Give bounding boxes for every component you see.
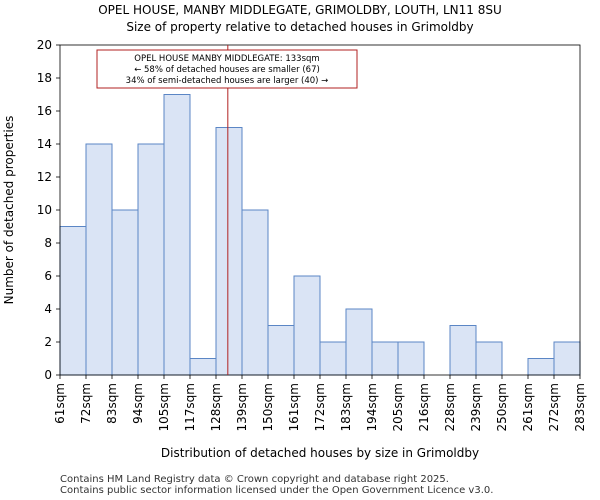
x-tick-label: 83sqm (105, 383, 119, 424)
bar-group (59, 94, 581, 376)
bar-128sqm (215, 127, 243, 376)
annotation-line-2: ← 58% of detached houses are smaller (67… (134, 65, 320, 75)
y-tick-label: 4 (44, 302, 52, 316)
y-tick-label: 2 (44, 335, 52, 349)
bar-150sqm (267, 325, 295, 376)
x-axis-ticks: 61sqm 72sqm 83sqm 94sqm 105sqm 117sqm 128sqm 13… (53, 375, 587, 431)
x-tick-label: 194sqm (365, 383, 379, 431)
x-tick-label: 105sqm (157, 383, 171, 431)
bar-139sqm (241, 209, 269, 376)
x-tick-label: 139sqm (235, 383, 249, 431)
bar-94sqm (137, 143, 165, 376)
bar-183sqm (345, 308, 373, 376)
x-tick-label: 150sqm (261, 383, 275, 431)
bar-261sqm (527, 358, 555, 376)
x-tick-label: 239sqm (469, 383, 483, 431)
bar-228sqm (449, 325, 477, 376)
x-tick-label: 205sqm (391, 383, 405, 431)
footer-line-2: Contains public sector information licen… (60, 485, 494, 496)
x-axis-label: Distribution of detached houses by size … (161, 446, 479, 460)
x-tick-label: 94sqm (131, 383, 145, 424)
x-tick-label: 128sqm (209, 383, 223, 431)
bar-117sqm (189, 358, 217, 376)
y-tick-label: 12 (37, 170, 52, 184)
annotation-box: OPEL HOUSE MANBY MIDDLEGATE: 133sqm ← 58… (96, 49, 358, 89)
y-tick-label: 8 (44, 236, 52, 250)
x-tick-label: 72sqm (79, 383, 93, 424)
x-tick-label: 161sqm (287, 383, 301, 431)
x-tick-label: 61sqm (53, 383, 67, 424)
x-tick-label: 172sqm (313, 383, 327, 431)
bar-205sqm (397, 341, 425, 376)
y-tick-label: 14 (37, 137, 52, 151)
annotation-line-1: OPEL HOUSE MANBY MIDDLEGATE: 133sqm (134, 54, 319, 64)
plot-frame (59, 44, 581, 376)
x-tick-label: 216sqm (417, 383, 431, 431)
y-tick-label: 16 (37, 104, 52, 118)
bar-72sqm (85, 143, 113, 376)
x-tick-label: 117sqm (183, 383, 197, 431)
y-tick-label: 18 (37, 71, 52, 85)
y-tick-label: 10 (37, 203, 52, 217)
y-tick-label: 20 (37, 38, 52, 52)
bar-161sqm (293, 275, 321, 376)
x-tick-label: 283sqm (573, 383, 587, 431)
x-tick-label: 228sqm (443, 383, 457, 431)
bar-105sqm (163, 94, 191, 376)
y-axis-label: Number of detached properties (2, 116, 16, 305)
bar-83sqm (111, 209, 139, 376)
x-tick-label: 272sqm (547, 383, 561, 431)
bar-194sqm (371, 341, 399, 376)
y-tick-label: 0 (44, 368, 52, 382)
x-tick-label: 250sqm (495, 383, 509, 431)
footer-line-1: Contains HM Land Registry data © Crown c… (60, 474, 449, 485)
annotation-line-3: 34% of semi-detached houses are larger (… (126, 76, 329, 86)
annotation-frame (96, 49, 358, 89)
x-tick-label: 183sqm (339, 383, 353, 431)
bar-272sqm (553, 341, 581, 376)
bar-239sqm (475, 341, 503, 376)
bar-172sqm (319, 341, 347, 376)
chart-subtitle: Size of property relative to detached ho… (126, 20, 473, 34)
x-tick-label: 261sqm (521, 383, 535, 431)
chart-title: OPEL HOUSE, MANBY MIDDLEGATE, GRIMOLDBY,… (98, 3, 502, 17)
bar-61sqm (59, 226, 87, 376)
y-axis-ticks: 0 2 4 6 8 10 12 14 16 18 20 (37, 38, 60, 382)
y-tick-label: 6 (44, 269, 52, 283)
